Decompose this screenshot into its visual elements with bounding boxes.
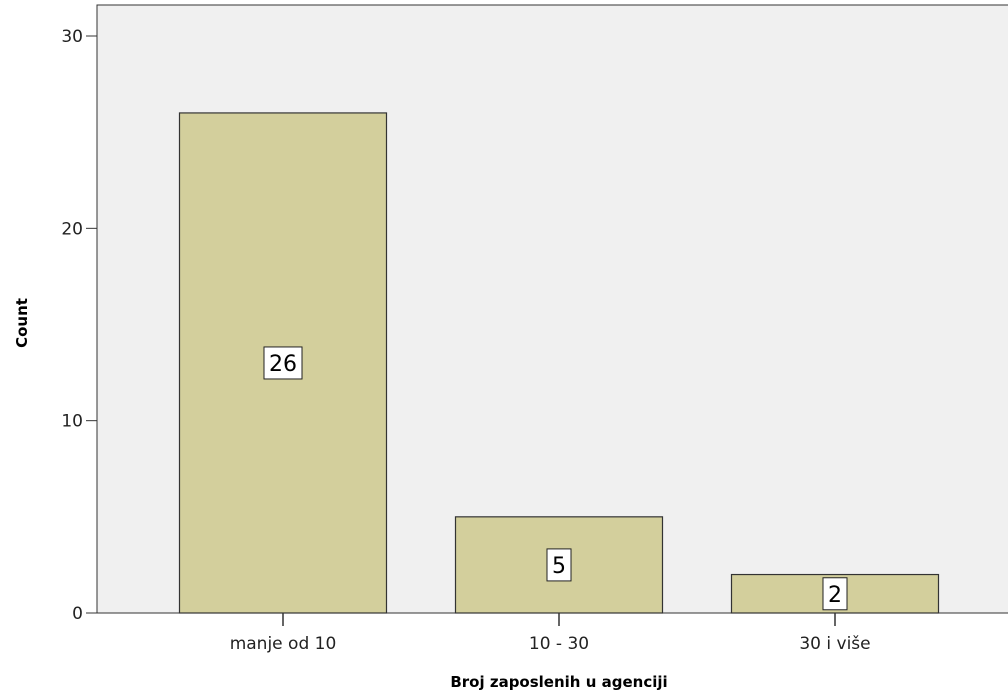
- y-tick-label: 30: [61, 27, 83, 47]
- x-tick-label: 30 i više: [799, 634, 870, 654]
- y-tick-label: 20: [61, 219, 83, 239]
- y-axis-title: Count: [13, 298, 31, 348]
- data-label: 26: [269, 352, 297, 377]
- data-label-box: [263, 346, 303, 380]
- data-label-box: [546, 548, 572, 582]
- y-tick-label: 10: [61, 412, 83, 432]
- x-axis-title: Broj zaposlenih u agenciji: [450, 673, 667, 691]
- data-label: 5: [552, 554, 566, 579]
- y-tick-label: 0: [72, 604, 83, 624]
- x-tick-label: manje od 10: [230, 634, 337, 654]
- data-label: 2: [828, 583, 842, 608]
- data-label-box: [822, 577, 848, 611]
- x-tick-label: 10 - 30: [529, 634, 589, 654]
